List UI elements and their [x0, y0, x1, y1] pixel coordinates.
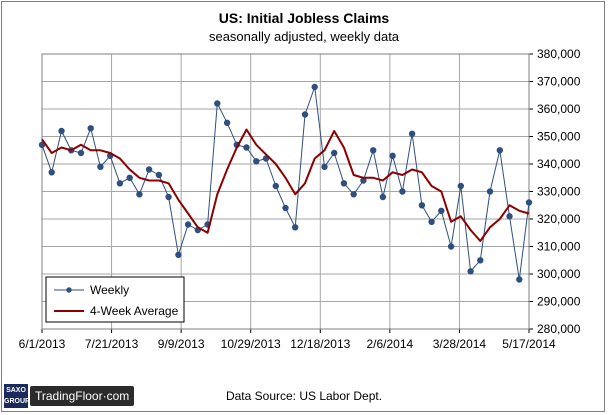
weekly-data-point	[331, 149, 338, 157]
y-tick-label: 280,000	[537, 322, 581, 336]
weekly-data-point	[87, 125, 94, 132]
data-source-text: Data Source: US Labor Dept.	[225, 389, 383, 403]
weekly-data-point	[389, 152, 396, 160]
weekly-data-point	[184, 221, 192, 228]
y-tick-label: 360,000	[537, 102, 581, 116]
y-tick-label: 370,000	[537, 75, 581, 89]
y-tick-label: 320,000	[537, 212, 581, 226]
weekly-data-point	[525, 199, 533, 206]
weekly-data-point	[496, 147, 503, 154]
weekly-data-point	[253, 158, 260, 165]
x-tick-label: 9/9/2013	[158, 337, 205, 351]
weekly-data-point	[340, 180, 348, 187]
tradingfloor-logo: TradingFloor·com	[30, 386, 135, 406]
x-tick-label: 5/17/2014	[502, 337, 556, 351]
legend-swatch-marker	[66, 287, 72, 293]
x-tick-label: 2/6/2014	[366, 337, 413, 351]
x-tick-label: 12/18/2013	[290, 337, 350, 351]
legend-label: Weekly	[90, 283, 129, 297]
weekly-data-point	[370, 147, 377, 154]
x-tick-label: 3/28/2014	[433, 337, 487, 351]
weekly-data-point	[282, 204, 289, 212]
weekly-data-point	[155, 171, 163, 179]
weekly-data-point	[175, 251, 182, 259]
saxo-group-logo: SAXO GROUP	[4, 384, 30, 408]
weekly-data-point	[457, 182, 464, 190]
y-tick-label: 340,000	[537, 157, 581, 171]
x-tick-label: 7/21/2013	[85, 337, 139, 351]
weekly-data-point	[379, 193, 387, 201]
weekly-data-point	[292, 224, 299, 231]
weekly-data-point	[408, 130, 416, 138]
plot-border	[41, 53, 530, 330]
legend-box	[45, 276, 185, 323]
weekly-data-point	[272, 182, 279, 190]
chart-subtitle: seasonally adjusted, weekly data	[208, 29, 400, 44]
y-tick-label: 330,000	[537, 185, 581, 199]
weekly-data-point	[428, 218, 435, 226]
y-tick-label: 380,000	[537, 47, 581, 61]
y-tick-label: 300,000	[537, 267, 581, 281]
weekly-data-point	[506, 213, 513, 220]
weekly-data-point	[165, 193, 172, 201]
weekly-data-point	[486, 188, 494, 195]
weekly-data-point	[516, 276, 523, 283]
weekly-data-point	[126, 174, 133, 182]
weekly-data-point	[321, 163, 328, 171]
weekly-data-point	[136, 191, 143, 198]
four-week-average-line	[41, 128, 530, 242]
weekly-data-point	[214, 100, 221, 107]
weekly-data-point	[438, 207, 445, 215]
chart-title: US: Initial Jobless Claims	[218, 10, 390, 26]
weekly-data-point	[477, 257, 484, 264]
x-tick-label: 10/29/2013	[221, 337, 281, 351]
weekly-data-point	[467, 268, 474, 275]
weekly-data-point	[97, 163, 104, 171]
x-tick-label: 6/1/2013	[19, 337, 66, 351]
y-tick-label: 310,000	[537, 240, 581, 254]
saxo-logo-line1: SAXO	[6, 387, 26, 394]
y-tick-label: 350,000	[537, 130, 581, 144]
weekly-data-point	[145, 166, 153, 173]
weekly-data-point	[399, 188, 406, 195]
weekly-data-point	[223, 119, 231, 127]
saxo-logo-line2: GROUP	[4, 398, 30, 405]
weekly-data-point	[116, 180, 124, 187]
weekly-data-point	[58, 127, 65, 135]
weekly-data-point	[48, 169, 55, 176]
weekly-data-point	[350, 191, 357, 198]
weekly-data-point	[447, 243, 455, 250]
weekly-data-point	[77, 149, 85, 157]
legend-label: 4-Week Average	[90, 304, 179, 318]
weekly-data-point	[301, 111, 309, 118]
y-tick-label: 290,000	[537, 295, 581, 309]
weekly-data-point	[418, 202, 426, 209]
weekly-data-point	[262, 155, 270, 162]
weekly-data-point	[243, 144, 250, 151]
weekly-data-point	[311, 83, 318, 91]
